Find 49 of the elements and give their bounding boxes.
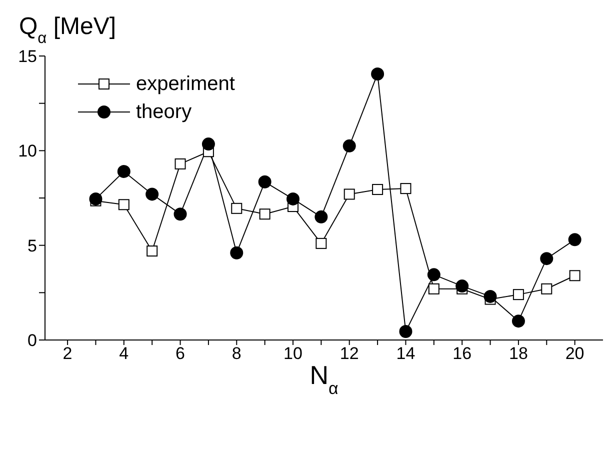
point bbox=[342, 139, 356, 152]
y-axis-title: Q$_{α}$ [MeV] bbox=[19, 13, 116, 46]
point bbox=[569, 270, 580, 282]
x-tick-label: 16 bbox=[452, 344, 472, 364]
y-tick-label: 15 bbox=[18, 47, 37, 66]
point bbox=[117, 164, 130, 178]
y-tick-label: 0 bbox=[28, 331, 37, 350]
x-tick-label: 2 bbox=[62, 344, 72, 364]
y-tick-label: 10 bbox=[18, 142, 37, 161]
x-tick-label: 14 bbox=[396, 344, 416, 364]
point bbox=[146, 246, 158, 257]
x-tick-label: 18 bbox=[508, 344, 528, 364]
point bbox=[258, 175, 272, 188]
y-tick-label: 5 bbox=[28, 236, 37, 256]
point bbox=[399, 324, 412, 338]
point bbox=[427, 268, 440, 282]
point bbox=[540, 252, 554, 266]
x-axis-title: N$_{α}$ bbox=[310, 360, 339, 398]
point bbox=[174, 208, 187, 221]
point bbox=[202, 138, 215, 151]
point bbox=[512, 289, 524, 300]
point bbox=[259, 208, 270, 220]
x-tick-label: 10 bbox=[284, 344, 302, 364]
x-tick-label: 12 bbox=[340, 344, 359, 364]
point bbox=[400, 183, 412, 194]
point bbox=[231, 202, 242, 214]
point bbox=[314, 210, 328, 224]
legend-label: experiment bbox=[136, 72, 235, 96]
x-tick-label: 4 bbox=[119, 344, 129, 364]
point bbox=[174, 158, 186, 170]
legend-label: theory bbox=[136, 100, 192, 124]
point bbox=[230, 246, 244, 260]
point bbox=[372, 184, 384, 195]
point bbox=[286, 192, 300, 206]
point bbox=[484, 290, 497, 303]
point bbox=[146, 188, 159, 201]
point bbox=[428, 283, 440, 294]
point bbox=[541, 283, 552, 294]
point bbox=[512, 314, 525, 328]
x-tick-label: 6 bbox=[176, 344, 186, 364]
point bbox=[344, 188, 355, 200]
point bbox=[89, 192, 102, 206]
x-tick-label: 20 bbox=[565, 344, 584, 364]
point bbox=[568, 233, 582, 246]
x-tick-label: 8 bbox=[232, 344, 242, 364]
point bbox=[118, 199, 130, 210]
point bbox=[456, 280, 469, 293]
point bbox=[371, 67, 384, 80]
point bbox=[316, 238, 327, 249]
